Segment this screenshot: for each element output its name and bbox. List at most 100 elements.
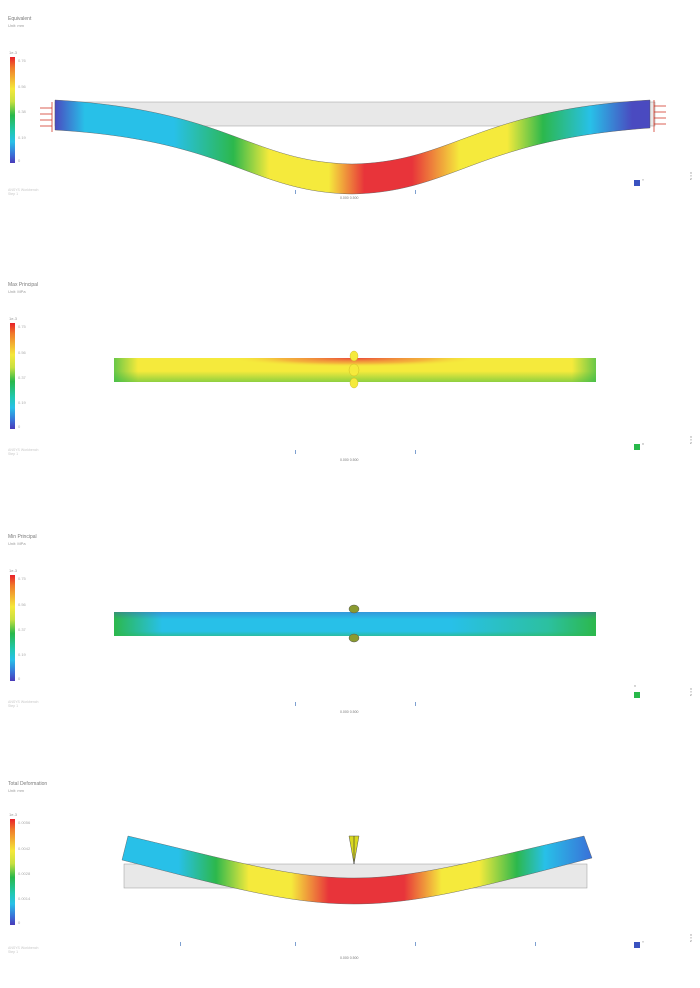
legend-tick: 0.75 bbox=[18, 576, 26, 581]
scale-tick bbox=[535, 942, 536, 946]
panel-title: Max Principal bbox=[8, 282, 39, 288]
side-axis-label: Y bbox=[690, 936, 693, 940]
legend-tick: 0.38 bbox=[18, 109, 26, 114]
result-panel-2: Max Principal Unit: MPa 1e-3 0.75 0.56 0… bbox=[0, 240, 700, 490]
footer-info: ANSYS Workbench Step 1 bbox=[8, 448, 38, 456]
legend-tick: 0.56 bbox=[18, 84, 26, 89]
footer-line: Step 1 bbox=[8, 192, 19, 196]
scale-tick bbox=[415, 942, 416, 946]
triad-label: Y bbox=[642, 940, 645, 944]
legend-tick: 0 bbox=[18, 424, 21, 429]
legend-max: 1e-3 bbox=[9, 812, 18, 817]
scale-label: 0.000 0.500 bbox=[340, 710, 359, 714]
legend-tick: 0.75 bbox=[18, 324, 26, 329]
axis-triad[interactable] bbox=[634, 942, 640, 948]
footer-line: ANSYS Workbench bbox=[8, 188, 39, 192]
footer-info: ANSYS Workbench Step 1 bbox=[8, 946, 38, 954]
panel-subtitle: Unit: MPa bbox=[8, 541, 26, 546]
legend-tick: 0 bbox=[18, 920, 21, 925]
legend-max: 1e-3 bbox=[9, 568, 18, 573]
deformed-beam bbox=[121, 835, 593, 905]
footer-line: ANSYS Workbench bbox=[8, 700, 39, 704]
triad-label: X bbox=[642, 442, 645, 446]
footer-info: ANSYS Workbench Step 1 bbox=[8, 188, 38, 196]
beam-viewport[interactable] bbox=[0, 490, 700, 740]
legend-tick: 0.76 bbox=[18, 58, 26, 63]
triad-label: X bbox=[634, 684, 637, 688]
panel-title: Total Deformation bbox=[8, 781, 48, 787]
legend-tick: 0 bbox=[18, 158, 21, 163]
legend-tick: 0.19 bbox=[18, 652, 26, 657]
load-point bbox=[348, 604, 360, 643]
side-axis-label: Z bbox=[690, 177, 692, 181]
side-axis-label: Y bbox=[690, 174, 693, 178]
scale-tick bbox=[295, 450, 296, 454]
panel-subtitle: Unit: mm bbox=[8, 23, 24, 28]
side-axis-label: X bbox=[690, 435, 693, 439]
legend-max: 1e-3 bbox=[9, 50, 18, 55]
result-panel-4: Total Deformation Unit: mm 1e-3 0.0056 0… bbox=[0, 740, 700, 988]
scale-label: 0.000 0.500 bbox=[340, 196, 359, 200]
panel-subtitle: Unit: MPa bbox=[8, 289, 26, 294]
legend-tick: 0.0014 bbox=[18, 896, 31, 901]
legend-tick: 0.0056 bbox=[18, 820, 31, 825]
scale-label: 0.000 0.500 bbox=[340, 956, 359, 960]
side-axes: X Y Z bbox=[690, 688, 698, 697]
side-axis-label: X bbox=[690, 171, 693, 175]
side-axis-label: Y bbox=[690, 438, 693, 442]
side-axis-label: X bbox=[690, 687, 693, 691]
side-axes: X Y Z bbox=[690, 172, 698, 181]
scale-tick bbox=[415, 702, 416, 706]
scale-tick bbox=[180, 942, 181, 946]
scale-tick bbox=[415, 190, 416, 194]
color-legend bbox=[10, 575, 15, 681]
footer-line: Step 1 bbox=[8, 452, 19, 456]
legend-tick: 0.19 bbox=[18, 135, 26, 140]
legend-tick: 0.0042 bbox=[18, 846, 31, 851]
panel-title: Equivalent bbox=[8, 16, 32, 22]
scale-tick bbox=[295, 702, 296, 706]
footer-line: ANSYS Workbench bbox=[8, 946, 39, 950]
legend-tick: 0.0028 bbox=[18, 871, 31, 876]
panel-subtitle: Unit: mm bbox=[8, 788, 24, 793]
beam-viewport[interactable] bbox=[0, 240, 700, 490]
footer-line: Step 1 bbox=[8, 704, 19, 708]
scale-tick bbox=[295, 190, 296, 194]
footer-info: ANSYS Workbench Step 1 bbox=[8, 700, 38, 708]
footer-line: Step 1 bbox=[8, 950, 19, 954]
legend-tick: 0.19 bbox=[18, 400, 26, 405]
fixed-support-right bbox=[653, 100, 666, 132]
legend-tick: 0.37 bbox=[18, 375, 26, 380]
axis-triad[interactable] bbox=[634, 444, 640, 450]
force-arrow bbox=[348, 835, 360, 865]
scale-tick bbox=[415, 450, 416, 454]
result-panel-1: Equivalent Unit: mm 1e-3 0.76 0.56 0.38 … bbox=[0, 0, 700, 240]
color-legend bbox=[10, 57, 15, 163]
axis-triad[interactable] bbox=[634, 180, 640, 186]
load-point bbox=[348, 350, 360, 389]
legend-tick: 0.56 bbox=[18, 602, 26, 607]
deformed-beam bbox=[54, 99, 651, 195]
fixed-support-left bbox=[40, 102, 53, 132]
color-legend bbox=[10, 819, 15, 925]
side-axes: X Y Z bbox=[690, 436, 698, 445]
beam-viewport[interactable] bbox=[0, 740, 700, 988]
side-axis-label: X bbox=[690, 933, 693, 937]
side-axes: X Y Z bbox=[690, 934, 698, 943]
beam-shading bbox=[114, 612, 596, 636]
side-axis-label: Z bbox=[690, 693, 692, 697]
scale-label: 0.000 0.500 bbox=[340, 458, 359, 462]
side-axis-label: Z bbox=[690, 441, 692, 445]
side-axis-label: Z bbox=[690, 939, 692, 943]
legend-max: 1e-3 bbox=[9, 316, 18, 321]
legend-tick: 0.37 bbox=[18, 627, 26, 632]
beam-viewport[interactable] bbox=[0, 0, 700, 240]
axis-triad[interactable] bbox=[634, 692, 640, 698]
legend-tick: 0 bbox=[18, 676, 21, 681]
legend-tick: 0.56 bbox=[18, 350, 26, 355]
side-axis-label: Y bbox=[690, 690, 693, 694]
scale-tick bbox=[295, 942, 296, 946]
result-panel-3: Min Principal Unit: MPa 1e-3 0.75 0.56 0… bbox=[0, 490, 700, 740]
footer-line: ANSYS Workbench bbox=[8, 448, 39, 452]
triad-label: Y bbox=[642, 178, 645, 182]
